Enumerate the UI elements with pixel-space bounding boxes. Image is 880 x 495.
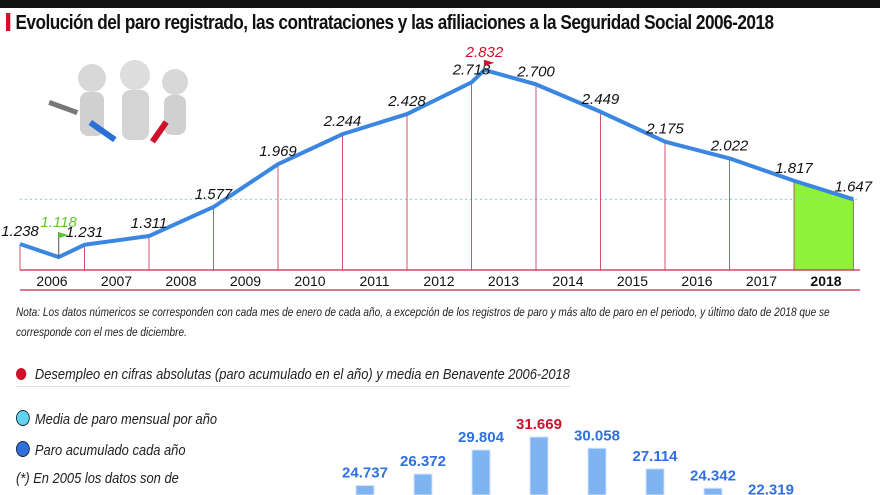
bar — [355, 485, 375, 495]
x-tick-label: 2016 — [681, 273, 712, 289]
x-tick-label: 2009 — [230, 273, 261, 289]
bar — [471, 449, 491, 495]
x-tick-label: 2007 — [101, 273, 132, 289]
data-label: 1.969 — [259, 143, 297, 160]
legend-item-media: Media de paro mensual por año — [16, 410, 217, 428]
legend-swatch-icon — [16, 441, 30, 457]
legend-item-acumulado: Paro acumulado cada año — [16, 441, 186, 459]
bar-value-label: 24.342 — [690, 467, 736, 484]
legend-label: Paro acumulado cada año — [34, 442, 186, 459]
bar-value-label: 24.737 — [342, 465, 388, 482]
data-label: 2.718 — [452, 61, 491, 78]
data-label: 2.244 — [323, 113, 362, 130]
top-bar — [0, 0, 880, 8]
highlight-area-2018 — [794, 180, 854, 270]
page-title: Evolución del paro registrado, las contr… — [6, 12, 774, 35]
section-title-text: Desempleo en cifras absolutas (paro acum… — [34, 366, 570, 383]
data-label: 2.022 — [710, 137, 749, 154]
x-tick-label: 2014 — [552, 273, 583, 289]
bar-value-label: 26.372 — [400, 453, 446, 470]
bar-value-label: 27.114 — [632, 448, 678, 465]
bar — [645, 468, 665, 495]
bar-value-label: 31.669 — [516, 416, 562, 433]
bar — [413, 473, 433, 495]
legend-swatch-icon — [16, 410, 30, 426]
bar — [587, 447, 607, 495]
data-label-max: 2.832 — [465, 44, 504, 61]
bar — [703, 487, 723, 495]
data-label: 2.449 — [581, 91, 620, 108]
x-tick-label: 2012 — [423, 273, 454, 289]
x-tick-label: 2008 — [165, 273, 196, 289]
legend-label: Media de paro mensual por año — [34, 411, 218, 428]
data-label: 1.231 — [66, 224, 104, 241]
x-tick-label: 2013 — [488, 273, 519, 289]
bar-value-label: 30.058 — [574, 427, 620, 444]
max-flag-icon — [484, 59, 495, 66]
x-tick-label: 2010 — [294, 273, 325, 289]
x-tick-label: 2015 — [617, 273, 648, 289]
series-line — [19, 67, 854, 260]
x-tick-label: 2017 — [746, 273, 777, 289]
workers-illustration — [48, 60, 188, 144]
data-label: 1.647 — [835, 178, 873, 195]
bar — [529, 436, 549, 495]
data-label-min: 1.118 — [40, 214, 77, 231]
footnote: (*) En 2005 los datos son de — [16, 470, 179, 487]
data-label: 1.577 — [195, 186, 233, 203]
min-flag-icon — [58, 232, 69, 239]
bar-value-label: 22.319 — [748, 481, 794, 495]
data-label: 2.700 — [516, 63, 555, 80]
x-tick-label: 2011 — [359, 273, 389, 289]
data-label: 1.817 — [775, 160, 813, 177]
data-label: 1.238 — [1, 223, 39, 240]
section-title: Desempleo en cifras absolutas (paro acum… — [16, 366, 570, 387]
bar-value-label: 29.804 — [458, 429, 505, 446]
data-label: 2.175 — [645, 121, 684, 138]
bullet-icon — [16, 368, 27, 380]
x-tick-label: 2018 — [810, 273, 841, 289]
data-label: 1.311 — [131, 215, 167, 232]
chart-note: Nota: Los datos númericos se corresponde… — [16, 305, 830, 339]
data-label: 2.428 — [387, 93, 426, 110]
x-tick-label: 2006 — [36, 273, 67, 289]
